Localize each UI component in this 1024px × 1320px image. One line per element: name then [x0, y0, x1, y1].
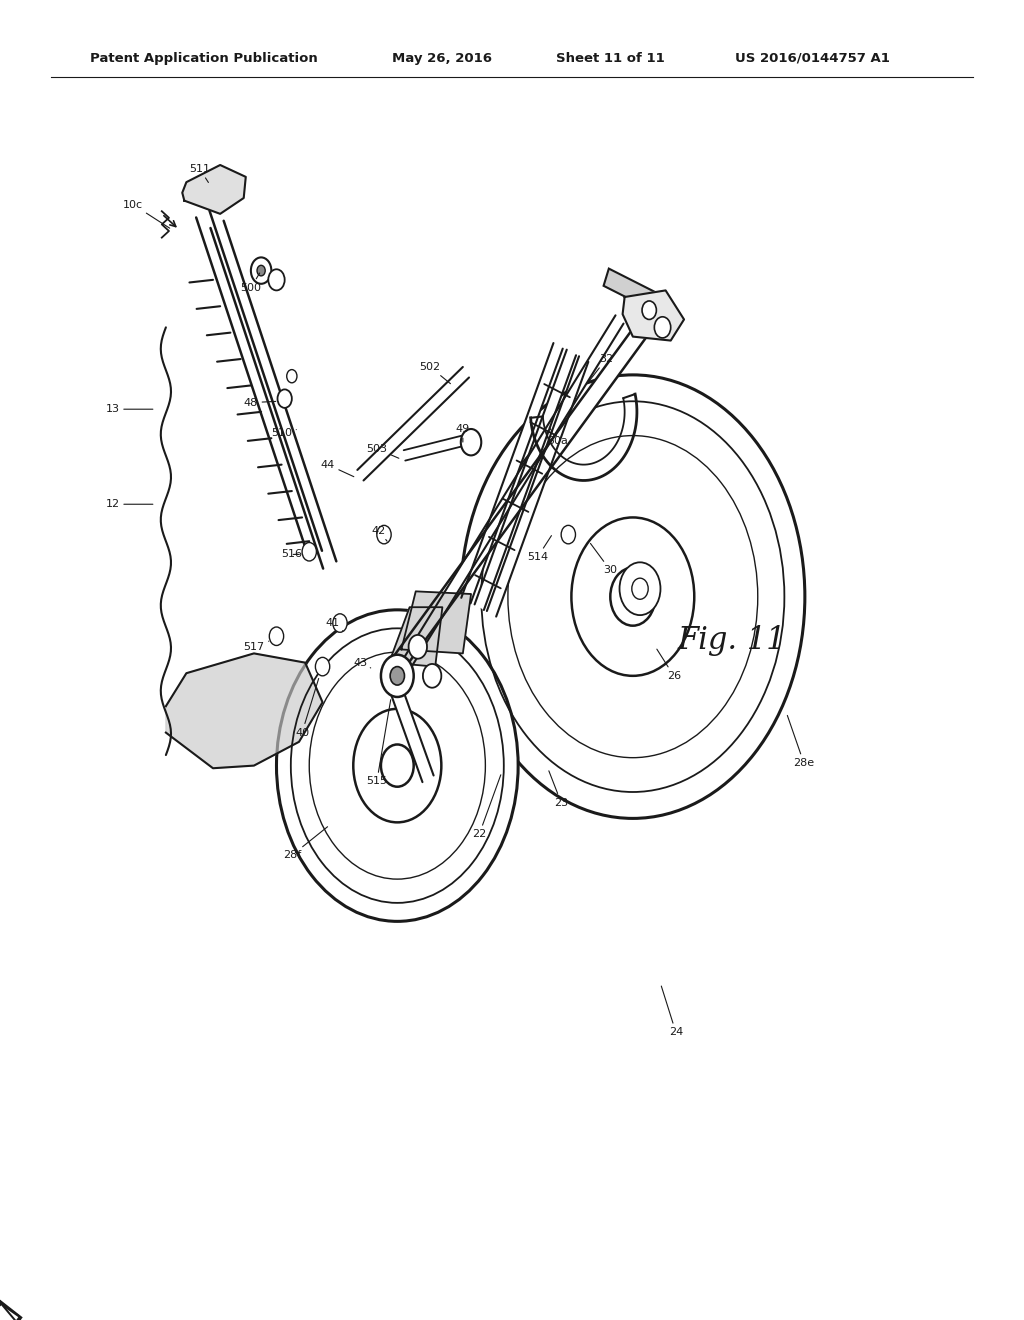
- Text: 40: 40: [295, 678, 318, 738]
- Text: May 26, 2016: May 26, 2016: [392, 51, 493, 65]
- Polygon shape: [401, 591, 471, 653]
- Text: Patent Application Publication: Patent Application Publication: [90, 51, 317, 65]
- Circle shape: [409, 635, 427, 659]
- Bar: [0, 1300, 19, 1320]
- Text: 44: 44: [321, 459, 354, 477]
- Circle shape: [377, 525, 391, 544]
- Circle shape: [620, 562, 660, 615]
- Bar: [0, 1300, 19, 1320]
- Text: 32: 32: [588, 354, 613, 383]
- Text: 13: 13: [105, 404, 153, 414]
- Text: 28e: 28e: [787, 715, 814, 768]
- Polygon shape: [211, 220, 336, 569]
- Bar: [0, 1304, 16, 1320]
- Text: 50a: 50a: [548, 428, 568, 446]
- Polygon shape: [486, 356, 589, 616]
- Bar: [0, 1299, 22, 1320]
- Text: 28f: 28f: [283, 826, 328, 861]
- Text: 43: 43: [353, 657, 371, 668]
- Text: 41: 41: [326, 618, 343, 631]
- Circle shape: [390, 667, 404, 685]
- Text: 516: 516: [282, 549, 302, 560]
- Polygon shape: [166, 653, 323, 768]
- Bar: [0, 1300, 19, 1320]
- Circle shape: [302, 543, 316, 561]
- Text: Fig. 11: Fig. 11: [678, 624, 786, 656]
- Polygon shape: [182, 165, 246, 214]
- Text: 514: 514: [527, 536, 552, 562]
- Circle shape: [268, 269, 285, 290]
- Text: 12: 12: [105, 499, 153, 510]
- Circle shape: [381, 655, 414, 697]
- Polygon shape: [461, 343, 563, 603]
- Circle shape: [315, 657, 330, 676]
- Circle shape: [269, 627, 284, 645]
- Text: 510: 510: [271, 428, 296, 438]
- Text: 517: 517: [244, 642, 268, 652]
- Bar: [0, 1300, 19, 1320]
- Circle shape: [276, 610, 518, 921]
- Text: 26: 26: [656, 649, 681, 681]
- Text: 10c: 10c: [123, 199, 170, 228]
- Circle shape: [632, 578, 648, 599]
- Polygon shape: [386, 672, 433, 783]
- Polygon shape: [623, 290, 684, 341]
- Text: Sheet 11 of 11: Sheet 11 of 11: [556, 51, 665, 65]
- Circle shape: [610, 568, 655, 626]
- Circle shape: [381, 744, 414, 787]
- Text: 511: 511: [189, 164, 210, 182]
- Circle shape: [251, 257, 271, 284]
- Circle shape: [461, 375, 805, 818]
- Polygon shape: [386, 308, 658, 680]
- Polygon shape: [603, 268, 667, 315]
- Text: 515: 515: [367, 700, 391, 787]
- Bar: [0, 1303, 16, 1320]
- Circle shape: [423, 664, 441, 688]
- Circle shape: [278, 389, 292, 408]
- Polygon shape: [389, 607, 442, 667]
- Circle shape: [654, 317, 671, 338]
- Polygon shape: [474, 350, 577, 610]
- Text: 502: 502: [420, 362, 451, 384]
- Text: 48: 48: [244, 397, 275, 408]
- Text: 503: 503: [367, 444, 399, 458]
- Circle shape: [287, 370, 297, 383]
- Text: 500: 500: [241, 273, 261, 293]
- Circle shape: [461, 429, 481, 455]
- Circle shape: [333, 614, 347, 632]
- Polygon shape: [197, 210, 322, 558]
- Text: 30: 30: [591, 544, 617, 576]
- Text: 49: 49: [456, 424, 470, 442]
- Polygon shape: [395, 315, 624, 680]
- Text: 23: 23: [549, 771, 568, 808]
- Polygon shape: [357, 367, 469, 480]
- Polygon shape: [403, 433, 474, 461]
- Text: 22: 22: [472, 775, 501, 840]
- Circle shape: [257, 265, 265, 276]
- Text: 42: 42: [372, 525, 387, 541]
- Circle shape: [561, 525, 575, 544]
- Text: US 2016/0144757 A1: US 2016/0144757 A1: [735, 51, 890, 65]
- Text: 24: 24: [662, 986, 683, 1038]
- Circle shape: [642, 301, 656, 319]
